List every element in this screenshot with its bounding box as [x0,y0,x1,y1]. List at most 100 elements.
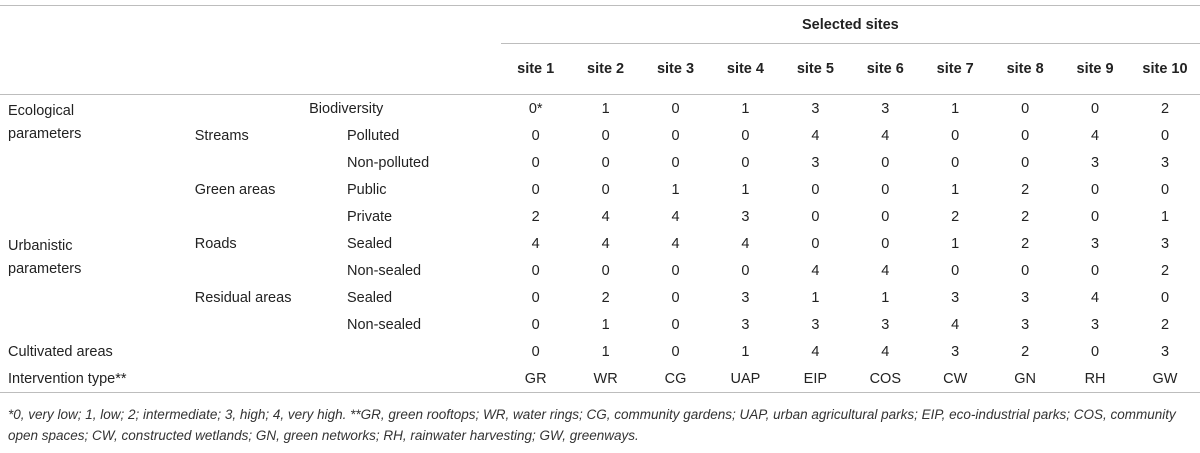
table-cell: GN [1014,370,1036,387]
table-cell: 4 [811,262,820,279]
row-subcategory [192,338,344,365]
table-cell: 0 [811,208,820,225]
table-cell: 0 [671,289,680,306]
table-cell: 3 [811,154,820,171]
table-cell: 0 [1021,262,1030,279]
table-cell: 0 [601,127,610,144]
table-cell: 0 [531,262,540,279]
table-cell: 3 [1091,154,1100,171]
table-cell: 0 [881,235,890,252]
table-cell: 4 [881,343,890,360]
table-cell: 1 [1160,208,1170,225]
table-cell: 1 [671,181,680,198]
row-category-label: Ecological parameters [8,103,82,142]
table-cell: 0 [671,100,680,117]
row-subcategory: Biodiversity [309,100,384,117]
row-subcategory [192,149,344,176]
row-detail: Public [346,181,387,198]
table-cell: 0 [1160,289,1170,306]
table-cell: GW [1152,370,1178,387]
row-subcategory [192,311,344,338]
table-cell: 0 [671,343,680,360]
group-header: Selected sites [500,5,1200,44]
table-cell: 3 [1160,343,1170,360]
table-row: Green areas Public 0 0 1 1 0 0 1 2 0 0 [0,176,1200,203]
table-cell: 3 [1021,316,1030,333]
row-subcategory [192,365,344,393]
table-cell: UAP [730,370,761,387]
table-cell: 0 [1021,100,1030,117]
table-cell: WR [593,370,618,387]
table-cell: 1 [811,289,820,306]
table-cell: 0 [601,181,610,198]
table-cell: COS [869,370,901,387]
table-cell: 2 [1160,262,1170,279]
table-cell: 3 [1091,316,1100,333]
table-cell: 3 [811,316,820,333]
row-category: Ecological parameters [0,95,192,142]
table-cell: 0 [881,154,890,171]
row-subcategory [192,257,344,284]
table-row: Streams Polluted 0 0 0 0 4 4 0 0 4 0 [0,122,1200,149]
table-cell: 4 [811,343,820,360]
table-row: Ecological parameters Biodiversity 0* 1 0 1 3 3… [0,95,1200,143]
table-cell: 4 [671,235,680,252]
table-cell: 4 [601,208,610,225]
group-header-row: Selected sites [0,5,1200,44]
table-cell: 1 [951,181,960,198]
table-cell: 3 [881,100,890,117]
table-cell: 0 [671,127,680,144]
table-row: Non-sealed 0 1 0 3 3 3 4 3 3 2 [0,311,1200,338]
table-cell: 0 [1091,100,1100,117]
row-detail: Polluted [346,127,400,144]
row-subcategory: Roads [194,235,237,252]
table-cell: 1 [741,100,750,117]
table-cell: 0 [531,316,540,333]
table-cell: 3 [951,289,960,306]
row-subcategory: Streams [194,127,249,144]
table-cell: 0 [1160,127,1170,144]
row-category [0,284,192,311]
table-cell: 0 [1091,262,1100,279]
table-cell: 0 [671,262,680,279]
table-cell: EIP [803,370,828,387]
table-cell: 1 [951,100,960,117]
table-cell: CG [664,370,687,387]
table-cell: 0* [528,100,543,117]
row-category: Cultivated areas [8,343,113,360]
site-header: site 4 [726,61,764,77]
table-cell: 0 [741,154,750,171]
table-row: Intervention type** GR WR CG UAP EIP COS CW GN RH… [0,365,1200,393]
footnote: *0, very low; 1, low; 2; intermediate; 3… [8,407,1176,443]
table-cell: 3 [811,100,820,117]
table-cell: 4 [601,235,610,252]
table-cell: 0 [671,316,680,333]
row-category [0,311,192,338]
table-cell: 4 [881,127,890,144]
table-cell: 0 [601,262,610,279]
site-header: site 5 [796,61,834,77]
row-detail: Non-polluted [346,154,430,171]
table-cell: 3 [741,208,750,225]
table-cell: 3 [741,289,750,306]
row-category-label: Urbanistic parameters [8,238,82,277]
table-row: Cultivated areas 0 1 0 1 4 4 3 2 0 3 [0,338,1200,365]
table-cell: 4 [671,208,680,225]
site-header: site 6 [866,61,904,77]
table-cell: 2 [951,208,960,225]
row-category [0,149,192,176]
table-cell: 4 [741,235,750,252]
table-cell: 2 [601,289,610,306]
table-cell: 1 [601,343,610,360]
empty-header-cell [0,6,501,44]
table-cell: RH [1084,370,1106,387]
table-cell: 0 [881,181,890,198]
table-cell: 3 [1091,235,1100,252]
table-cell: 1 [601,316,610,333]
table-cell: 3 [741,316,750,333]
site-header: site 9 [1076,61,1114,77]
table-cell: 1 [881,289,890,306]
